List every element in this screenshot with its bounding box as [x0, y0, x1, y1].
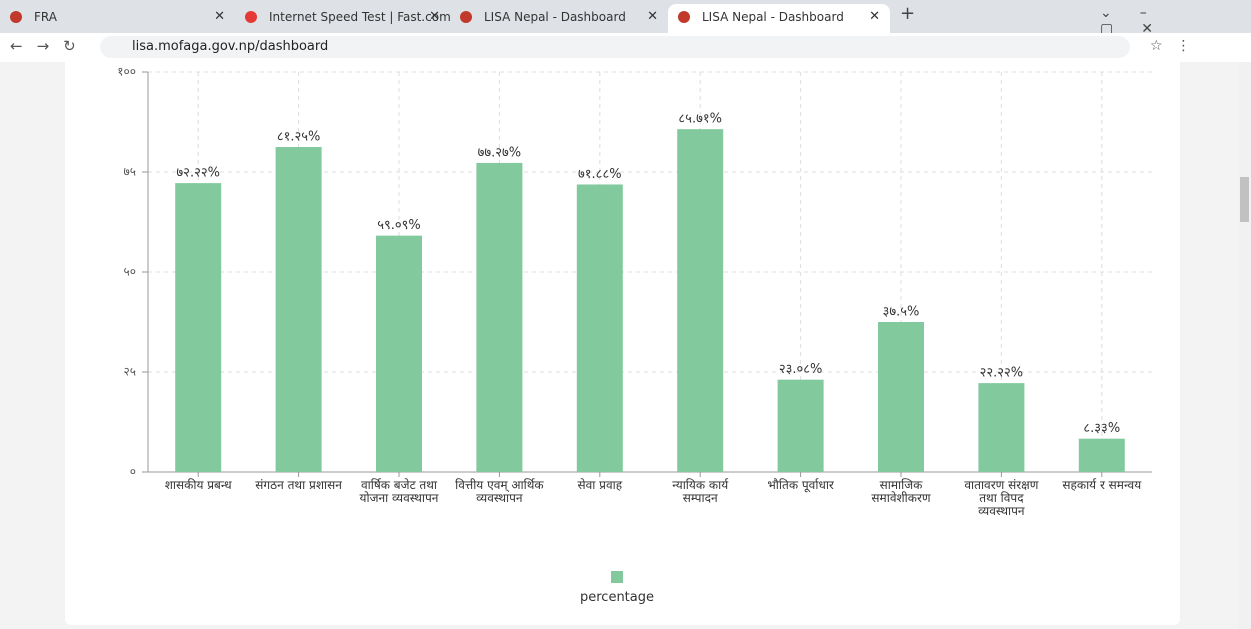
y-tick-label: ० — [130, 465, 136, 479]
value-label: ७१.८८% — [578, 167, 622, 182]
bar — [276, 147, 322, 472]
bar — [577, 184, 623, 472]
value-label: २३.०८% — [779, 362, 823, 377]
bar — [476, 163, 522, 472]
x-tick-label: शासकीय प्रबन्ध — [152, 479, 244, 492]
value-label: ८५.७१% — [678, 112, 722, 127]
legend-label[interactable]: percentage — [517, 590, 717, 605]
bar — [778, 380, 824, 472]
scrollbar[interactable] — [1238, 62, 1251, 629]
value-label: ७७.२७% — [478, 145, 522, 160]
bar — [175, 183, 221, 472]
x-tick-label: संगठन तथा प्रशासन — [253, 479, 345, 492]
chart: ० २५ ५० ७५ १०० ७२.२२% ८१.२५% ५९.०९% ७७.२७% ७१.८८%… — [0, 0, 1238, 629]
bar — [376, 236, 422, 472]
bar — [677, 129, 723, 472]
x-tick-label: सहकार्य र समन्वय — [1056, 479, 1148, 492]
bar — [878, 322, 924, 472]
y-tick-label: ५० — [124, 265, 136, 279]
x-tick-label: सेवा प्रवाह — [554, 479, 646, 492]
value-label: ३७.५% — [883, 305, 920, 320]
legend-swatch — [611, 571, 623, 583]
page: FRA✕ Internet Speed Test | Fast.com✕ LIS… — [0, 0, 1251, 629]
value-label: ८१.२५% — [277, 130, 321, 145]
x-tick-label: न्यायिक कार्य सम्पादन — [654, 479, 746, 505]
x-tick-label: वातावरण संरक्षण तथा विपद व्यवस्थापन — [955, 479, 1047, 518]
bar — [978, 383, 1024, 472]
value-label: ५९.०९% — [377, 218, 421, 233]
value-label: ८.३३% — [1083, 421, 1120, 436]
y-tick-label: २५ — [124, 365, 136, 379]
x-tick-label: भौतिक पूर्वाधार — [755, 479, 847, 492]
y-tick-label: १०० — [117, 65, 136, 79]
x-tick-label: वित्तीय एवम् आर्थिक व्यवस्थापन — [453, 479, 545, 505]
bar — [1079, 439, 1125, 472]
x-tick-label: सामाजिक समावेशीकरण — [855, 479, 947, 505]
y-tick-label: ७५ — [124, 165, 136, 179]
value-label: ७२.२२% — [176, 166, 220, 181]
scroll-thumb[interactable] — [1240, 177, 1249, 222]
x-tick-label: वार्षिक बजेट तथा योजना व्यवस्थापन — [353, 479, 445, 505]
value-label: २२.२२% — [980, 366, 1024, 381]
